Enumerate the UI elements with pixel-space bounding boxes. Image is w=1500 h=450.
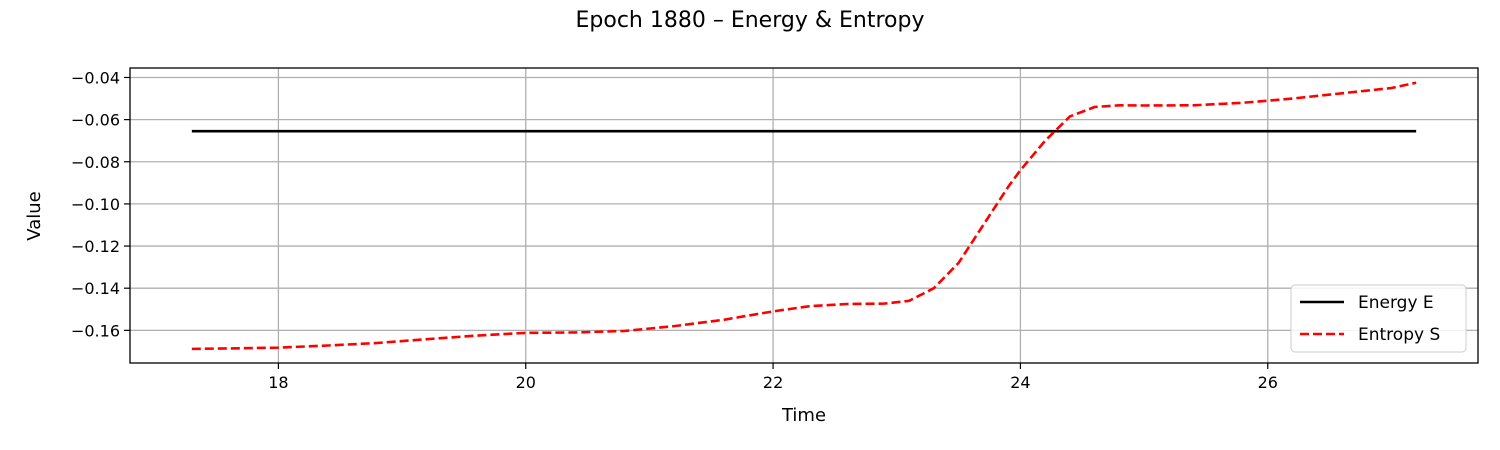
- x-tick-label: 20: [516, 373, 536, 392]
- y-axis-label: Value: [24, 191, 45, 240]
- y-tick-label: −0.16: [71, 321, 120, 340]
- legend-label: Energy E: [1358, 293, 1434, 313]
- y-axis: −0.16 −0.14 −0.12 −0.10 −0.08 −0.06 −0.04: [71, 68, 130, 340]
- y-tick-label: −0.10: [71, 195, 120, 214]
- y-tick-label: −0.06: [71, 111, 120, 130]
- x-tick-label: 18: [268, 373, 288, 392]
- plot-frame: [129, 67, 1479, 364]
- x-tick-label: 24: [1010, 373, 1030, 392]
- y-tick-label: −0.14: [71, 279, 120, 298]
- y-tick-label: −0.04: [71, 68, 120, 87]
- x-axis-label: Time: [781, 405, 826, 426]
- chart-title: Epoch 1880 – Energy & Entropy: [576, 8, 925, 33]
- y-tick-label: −0.12: [71, 237, 120, 256]
- y-tick-label: −0.08: [71, 153, 120, 172]
- series-line-entropy-s: [191, 81, 1417, 351]
- grid: [130, 68, 1478, 363]
- legend-label: Entropy S: [1358, 325, 1440, 345]
- legend: Energy E Entropy S: [1290, 284, 1467, 353]
- x-axis: 18 20 22 24 26: [268, 363, 1278, 392]
- x-tick-label: 26: [1258, 373, 1278, 392]
- x-tick-label: 22: [763, 373, 783, 392]
- series-layer: [191, 81, 1417, 351]
